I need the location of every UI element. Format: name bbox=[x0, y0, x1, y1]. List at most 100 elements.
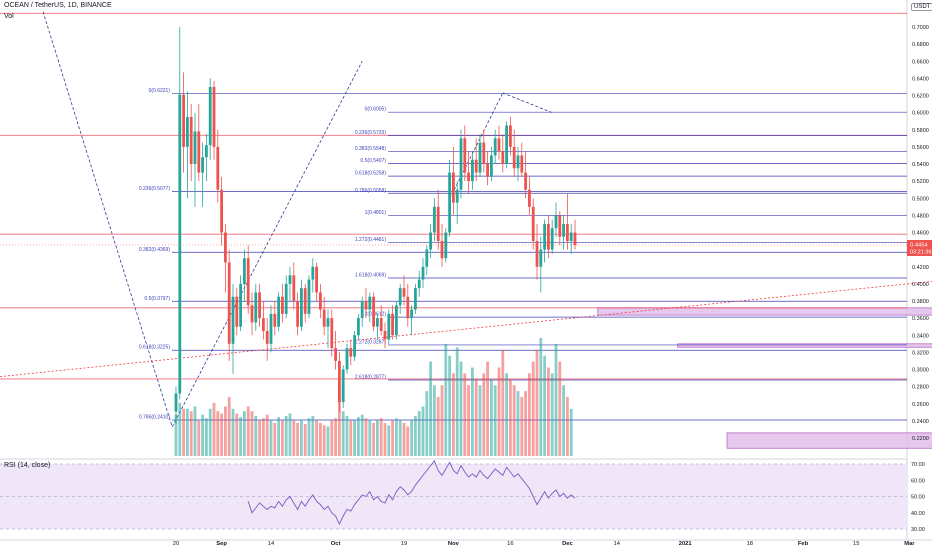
candle-body bbox=[288, 275, 292, 284]
volume-label[interactable]: Vol bbox=[4, 13, 14, 20]
candle-body bbox=[505, 125, 508, 164]
candle-body bbox=[345, 348, 349, 370]
trend-line bbox=[171, 61, 363, 428]
volume-bar bbox=[224, 406, 227, 456]
candle-body bbox=[566, 223, 569, 242]
volume-bar bbox=[497, 367, 501, 456]
time-tick-label: Nov bbox=[448, 541, 460, 547]
volume-bar bbox=[281, 420, 284, 456]
candle-body bbox=[558, 215, 562, 237]
candle-body bbox=[235, 296, 239, 327]
volume-bar bbox=[231, 408, 235, 456]
candle-body bbox=[417, 279, 421, 289]
volume-bar bbox=[334, 418, 337, 456]
candle-body bbox=[201, 157, 204, 173]
candle-body bbox=[543, 223, 546, 250]
candle-body bbox=[220, 189, 223, 233]
time-tick-label: Feb bbox=[798, 541, 809, 547]
time-tick-label: Sep bbox=[216, 541, 227, 547]
price-tick-label: 0.4000 bbox=[912, 282, 929, 288]
candle-body bbox=[569, 232, 573, 242]
volume-bar bbox=[547, 367, 550, 456]
price-tick-label: 0.3000 bbox=[912, 368, 929, 374]
candle-body bbox=[300, 288, 303, 327]
candle-body bbox=[474, 159, 478, 173]
candle-body bbox=[292, 275, 296, 301]
currency-badge[interactable]: USDT bbox=[911, 3, 932, 11]
volume-bar bbox=[566, 397, 569, 456]
volume-bar bbox=[353, 420, 356, 456]
price-tick-label: 0.5000 bbox=[912, 196, 929, 202]
volume-bar bbox=[303, 424, 307, 456]
price-axis[interactable]: 0.7000 0.6800 0.6600 0.6400 0.6200 0.6000 0.58… bbox=[0, 25, 932, 533]
candle-body bbox=[539, 249, 543, 267]
candle-body bbox=[455, 189, 459, 203]
volume-bar bbox=[376, 420, 379, 456]
candle-body bbox=[189, 116, 193, 164]
fib-level-label: 2.618(0.2877) bbox=[355, 375, 386, 381]
candle-body bbox=[338, 360, 341, 403]
price-tick-label: 0.6400 bbox=[912, 76, 929, 82]
volume-bars bbox=[174, 338, 573, 456]
candle-body bbox=[284, 283, 288, 314]
volume-bar bbox=[288, 413, 292, 456]
volume-bar bbox=[417, 411, 421, 456]
candle-body bbox=[349, 348, 353, 357]
price-tick-label: 0.6200 bbox=[912, 94, 929, 100]
rsi-label[interactable]: RSI (14, close) bbox=[4, 462, 51, 469]
candle-body bbox=[269, 313, 273, 344]
candle-body bbox=[330, 318, 334, 349]
volume-bar bbox=[265, 414, 269, 456]
volume-bar bbox=[414, 415, 417, 456]
volume-bar bbox=[471, 367, 474, 456]
candle-body bbox=[440, 241, 444, 259]
price-tick-label: 0.2600 bbox=[912, 402, 929, 408]
candle-body bbox=[364, 301, 368, 310]
candle-body bbox=[186, 116, 189, 147]
time-tick-label: 18 bbox=[747, 541, 753, 547]
candle-body bbox=[281, 296, 284, 314]
volume-bar bbox=[201, 414, 204, 456]
candle-body bbox=[509, 125, 512, 147]
candle-body bbox=[205, 145, 208, 158]
candle-body bbox=[315, 266, 318, 293]
current-price-label: 0.4454 bbox=[910, 243, 929, 249]
volume-bar bbox=[505, 373, 508, 456]
trend-lines bbox=[0, 11, 932, 428]
candle-body bbox=[311, 266, 315, 280]
fib-level-label: 1.618(0.4069) bbox=[355, 272, 386, 278]
candle-body bbox=[258, 292, 261, 319]
volume-bar bbox=[452, 373, 455, 456]
candle-body bbox=[250, 305, 254, 323]
volume-bar bbox=[398, 420, 402, 456]
volume-bar bbox=[482, 373, 486, 456]
candle-body bbox=[174, 393, 178, 412]
candle-body bbox=[471, 159, 474, 182]
candle-body bbox=[425, 249, 429, 267]
volume-bar bbox=[269, 420, 273, 456]
candle-body bbox=[246, 258, 250, 306]
volume-bar bbox=[273, 422, 277, 456]
volume-bar bbox=[455, 347, 459, 456]
candle-body bbox=[395, 305, 398, 336]
volume-bar bbox=[246, 406, 250, 456]
candle-body bbox=[322, 309, 326, 327]
volume-bar bbox=[535, 349, 539, 456]
volume-bar bbox=[425, 391, 429, 456]
volume-bar bbox=[193, 406, 197, 456]
price-tick-label: 0.4800 bbox=[912, 213, 929, 219]
price-tick-label: 0.3600 bbox=[912, 316, 929, 322]
candle-body bbox=[452, 172, 455, 203]
candle-body bbox=[528, 189, 531, 207]
symbol-title[interactable]: OCEAN / TetherUS, 1D, BINANCE bbox=[4, 2, 112, 9]
volume-bar bbox=[459, 361, 463, 456]
candle-body bbox=[497, 138, 501, 152]
candle-body bbox=[265, 330, 269, 344]
fib-level-label: 0.618(0.3225) bbox=[139, 345, 170, 351]
candle-body bbox=[208, 86, 212, 146]
price-tick-label: 0.3800 bbox=[912, 299, 929, 305]
time-axis[interactable]: 20Sep14Oct19Nov16Dec14202118Feb15Mar15Ap… bbox=[173, 541, 932, 547]
candle-body bbox=[493, 138, 497, 156]
